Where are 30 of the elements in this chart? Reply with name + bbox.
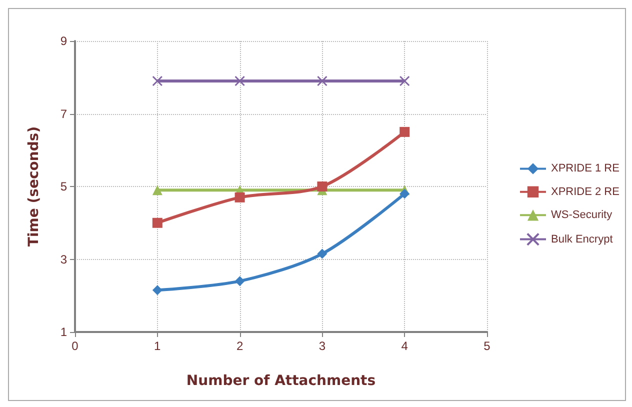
point [152,76,163,86]
point [234,192,245,202]
point [400,188,410,199]
y-tick-label: 9 [60,34,68,48]
x-tick-label: 0 [72,339,79,353]
y-tick-label: 1 [60,325,68,339]
point [234,76,246,86]
point [317,182,328,192]
x-axis-title: Number of Attachments [186,373,376,389]
y-tick-label: 3 [60,252,68,266]
legend-label: WS-Security [551,209,613,222]
x-tick-label: 2 [236,339,244,353]
point [234,276,245,286]
point [152,285,162,296]
legend-label: XPRIDE 2 RE [551,186,620,198]
point [317,248,328,259]
legend-label: Bulk Encrypt [551,233,613,246]
y-tick-label: 7 [60,106,68,121]
x-tick-label: 1 [154,339,162,353]
y-tick-label: 5 [60,180,68,194]
point [399,76,410,86]
point [152,185,162,196]
legend-label: XPRIDE 1 RE [551,162,620,175]
x-tick-label: 5 [484,339,491,353]
point [316,76,328,86]
point [400,126,410,137]
x-tick-label: 4 [401,339,408,353]
point [152,218,162,228]
y-axis-title: Time (seconds) [26,126,42,247]
x-tick-label: 3 [318,339,326,353]
